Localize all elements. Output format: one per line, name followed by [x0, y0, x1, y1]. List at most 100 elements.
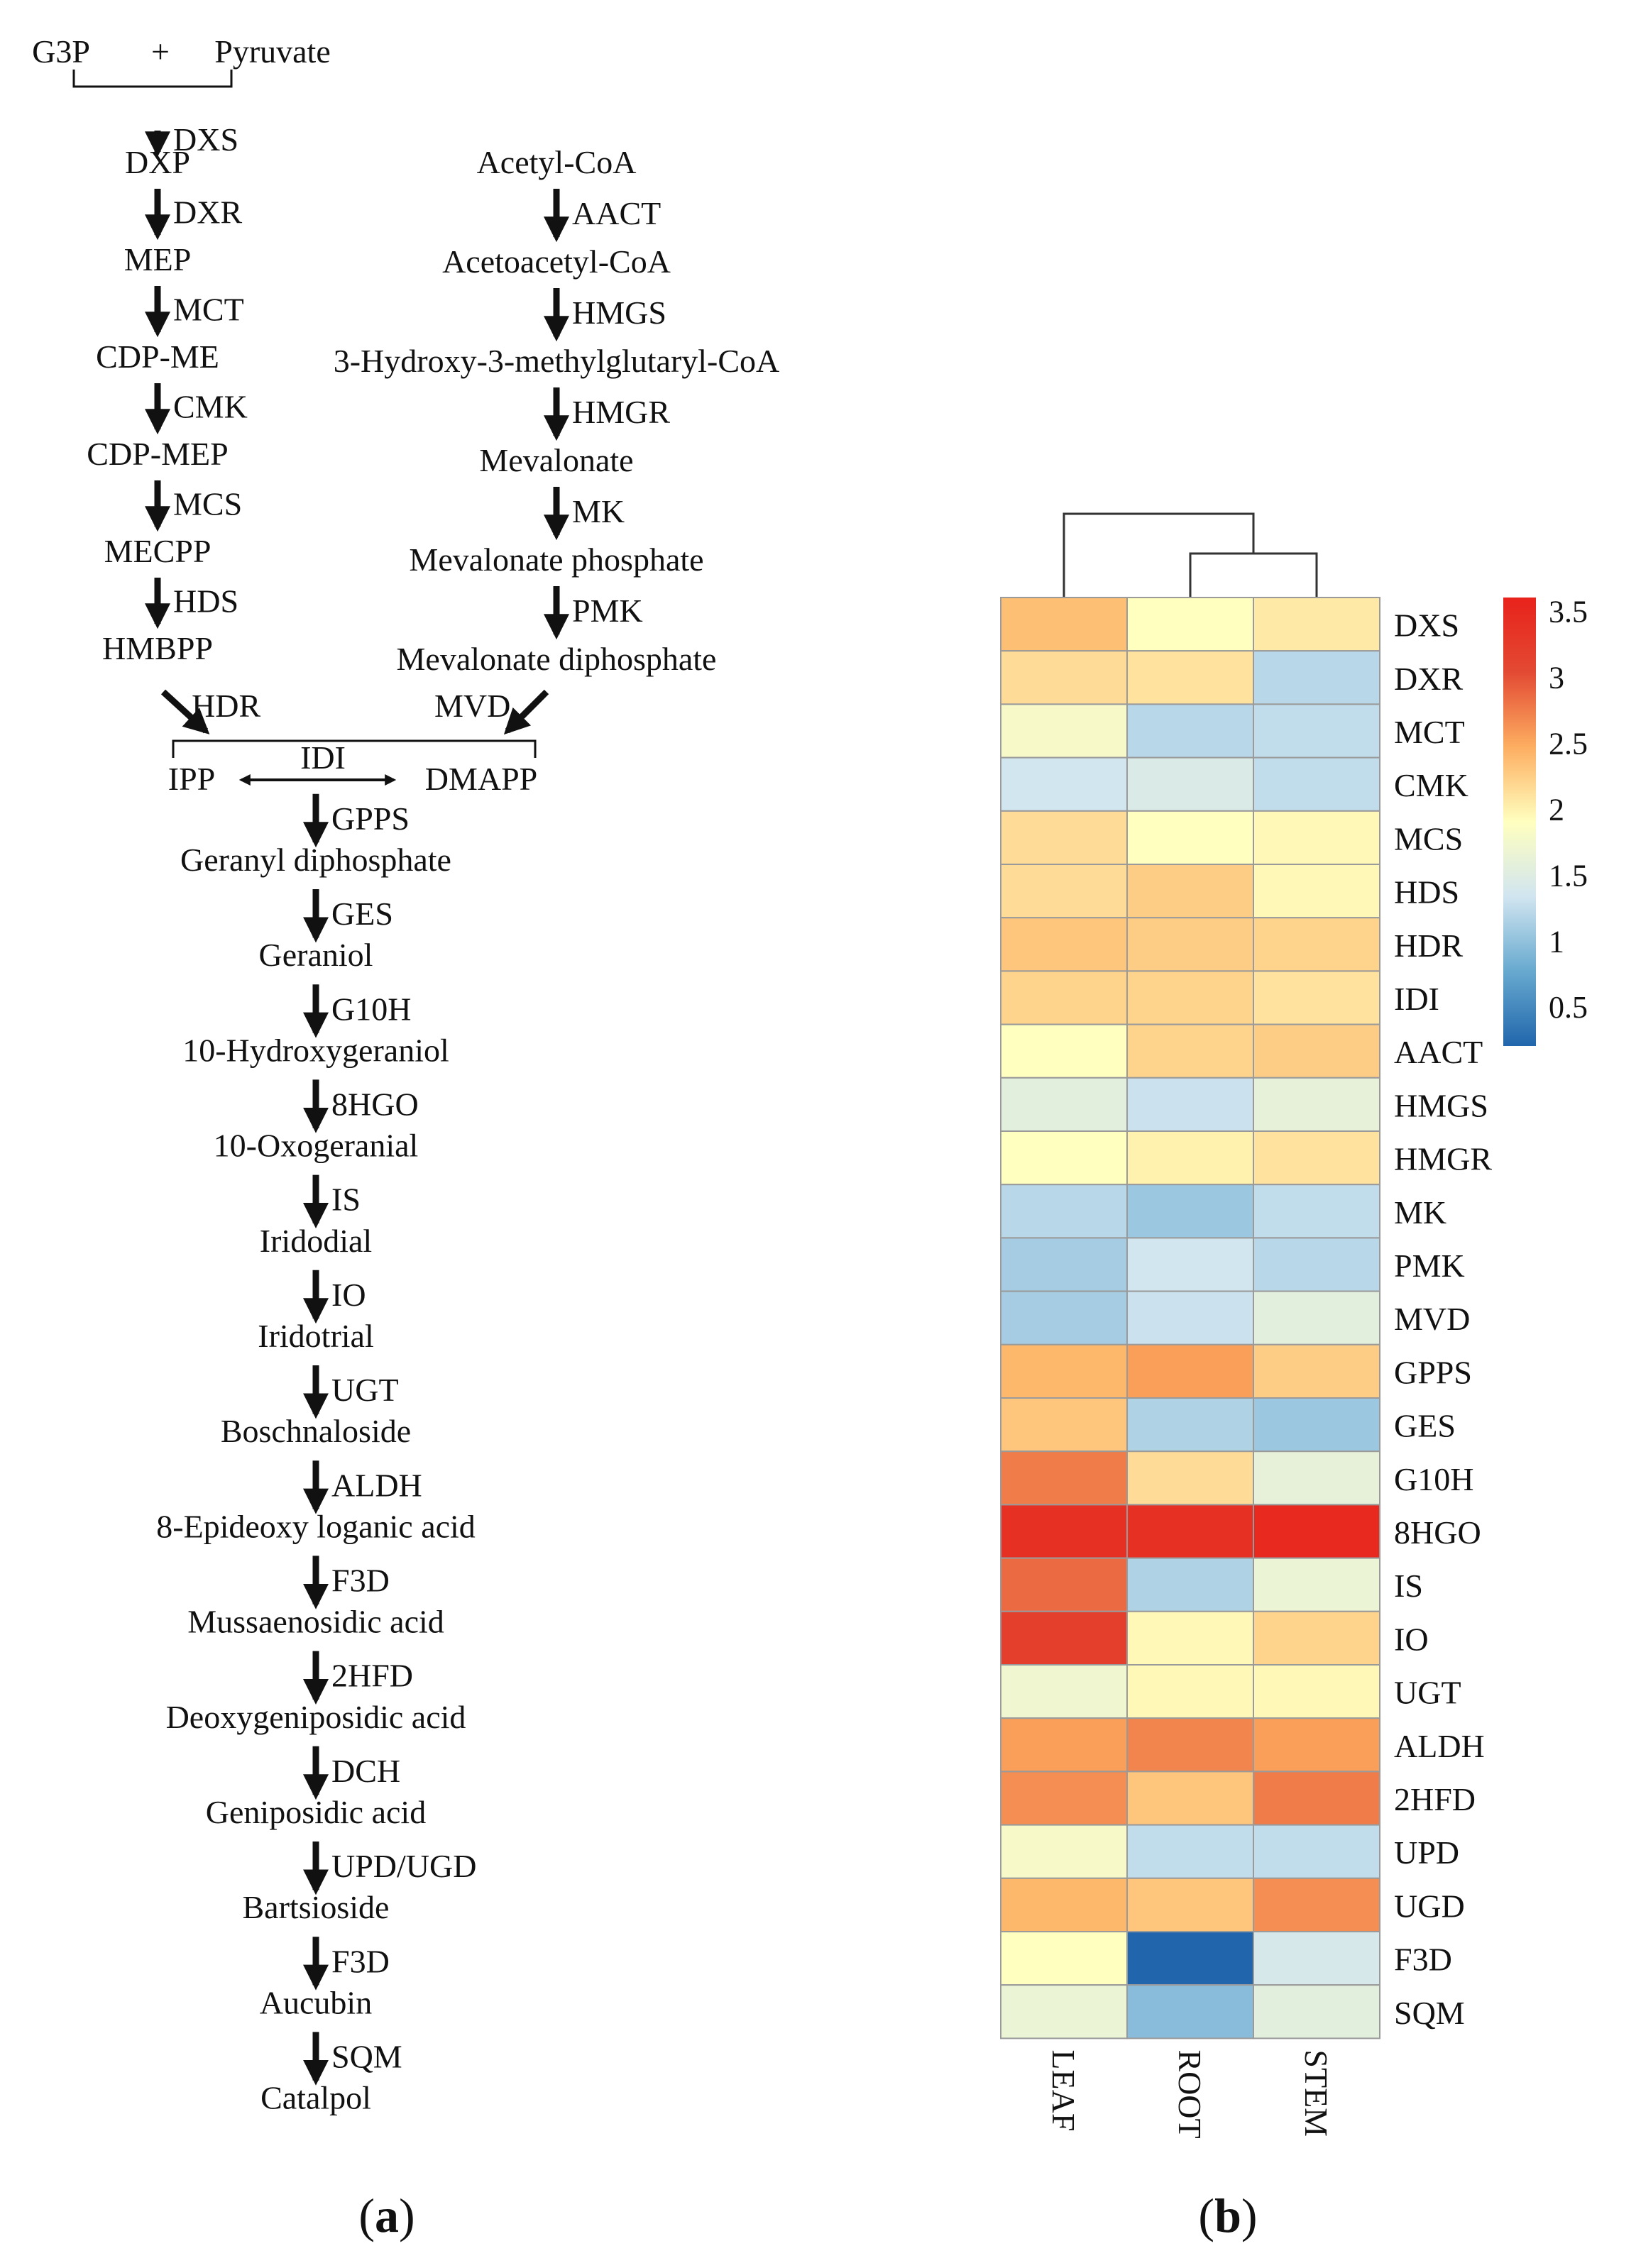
heatmap-cell-hmgr-root: [1126, 1130, 1254, 1186]
mvd-arrow: [503, 689, 549, 735]
heatmap-column-labels: LEAF ROOT STEM: [1045, 2049, 1334, 2138]
heatmap-cell-mct-root: [1126, 703, 1254, 759]
enzyme-aldh: ALDH: [331, 1467, 422, 1503]
plus-sign: +: [151, 33, 170, 70]
metabolite-dmapp: DMAPP: [425, 761, 538, 797]
heatmap-cell-is-stem: [1253, 1557, 1380, 1612]
metabolite-mevalonate-diphosphate: Mevalonate diphosphate: [397, 641, 717, 677]
metabolite-boschnaloside: Boschnaloside: [221, 1413, 411, 1449]
enzyme-cmk: CMK: [173, 389, 248, 425]
enzyme-8hgo: 8HGO: [331, 1086, 419, 1123]
heatmap-cell-gpps-leaf: [1000, 1343, 1128, 1399]
metabolite-cdp-me: CDP-ME: [96, 338, 219, 375]
row-label-ges: GES: [1394, 1408, 1456, 1444]
substrate-pyruvate: Pyruvate: [214, 33, 331, 70]
heatmap-cell-idi-leaf: [1000, 970, 1128, 1025]
heatmap-cell-ges-leaf: [1000, 1397, 1128, 1453]
enzyme-dxs: DXS: [173, 121, 238, 158]
heatmap-cell-ges-root: [1126, 1397, 1254, 1453]
metabolite-acetyl-coa: Acetyl-CoA: [477, 144, 637, 180]
heatmap-cell-is-leaf: [1000, 1557, 1128, 1612]
heatmap-cell-ugd-leaf: [1000, 1877, 1128, 1933]
heatmap-cell-2hfd-stem: [1253, 1771, 1380, 1826]
colorbar: 3.5 3 2.5 2 1.5 1 0.5: [1503, 595, 1588, 1046]
heatmap-cell-hmgs-root: [1126, 1077, 1254, 1133]
colorbar-tick-1: 1: [1549, 924, 1564, 959]
heatmap-cell-ugt-leaf: [1000, 1664, 1128, 1719]
row-label-mvd: MVD: [1394, 1301, 1470, 1337]
column-label-leaf: LEAF: [1045, 2049, 1082, 2131]
enzyme-f3d: F3D: [331, 1943, 390, 1979]
row-label-2hfd: 2HFD: [1394, 1781, 1476, 1817]
row-label-aact: AACT: [1394, 1034, 1483, 1070]
iridoid-branch: GPPS Geranyl diphosphate GES Geraniol G10H 10…: [156, 793, 476, 2116]
heatmap-cell-f3d-root: [1126, 1931, 1254, 1986]
row-label-hdr: HDR: [1394, 927, 1463, 964]
enzyme-f3d: F3D: [331, 1563, 390, 1599]
heatmap-cell-mk-root: [1126, 1184, 1254, 1239]
heatmap-cell-hdr-stem: [1253, 917, 1380, 972]
row-label-g10h: G10H: [1394, 1461, 1473, 1497]
heatmap-cell-dxr-stem: [1253, 650, 1380, 705]
heatmap-cell-aldh-stem: [1253, 1717, 1380, 1773]
heatmap-cell-2hfd-leaf: [1000, 1771, 1128, 1826]
metabolite-mevalonate-phosphate: Mevalonate phosphate: [409, 541, 703, 578]
metabolite-mecpp: MECPP: [104, 533, 212, 569]
colorbar-tick-3: 3: [1549, 661, 1564, 695]
row-label-aldh: ALDH: [1394, 1728, 1485, 1764]
metabolite-10-oxogeranial: 10-Oxogeranial: [214, 1128, 419, 1164]
enzyme-sqm: SQM: [331, 2039, 402, 2075]
heatmap-cell-pmk-root: [1126, 1237, 1254, 1292]
column-dendrogram: [1063, 512, 1318, 598]
enzyme-is: IS: [331, 1182, 361, 1218]
colorbar-tick-3-5: 3.5: [1549, 595, 1588, 629]
heatmap-cell-dxs-root: [1126, 597, 1254, 652]
metabolite-catalpol: Catalpol: [260, 2080, 371, 2116]
metabolite-8-epideoxy-loganic-acid: 8-Epideoxy loganic acid: [156, 1508, 476, 1544]
heatmap-cell-ugt-stem: [1253, 1664, 1380, 1719]
heatmap-cell-pmk-stem: [1253, 1237, 1380, 1292]
heatmap-cell-hmgs-leaf: [1000, 1077, 1128, 1133]
metabolite-iridotrial: Iridotrial: [258, 1318, 374, 1354]
heatmap-cell-idi-stem: [1253, 970, 1380, 1025]
metabolite-geranyl-diphosphate: Geranyl diphosphate: [180, 842, 451, 878]
heatmap-cell-aldh-leaf: [1000, 1717, 1128, 1773]
heatmap-cell-sqm-stem: [1253, 1984, 1380, 2039]
row-label-pmk: PMK: [1394, 1248, 1465, 1284]
enzyme-dch: DCH: [331, 1753, 400, 1789]
heatmap-cell-f3d-stem: [1253, 1931, 1380, 1986]
dendrogram-branch-leaf: [1063, 512, 1255, 598]
enzyme-pmk: PMK: [572, 593, 643, 629]
enzyme-g10h: G10H: [331, 991, 411, 1027]
enzyme-mvd: MVD: [434, 688, 510, 724]
heatmap-cell-8hgo-root: [1126, 1504, 1254, 1559]
heatmap-cell-g10h-root: [1126, 1450, 1254, 1506]
heatmap-cell-aldh-root: [1126, 1717, 1254, 1773]
panel-label-b: (b): [1198, 2189, 1257, 2242]
heatmap-cell-mk-leaf: [1000, 1184, 1128, 1239]
heatmap-cell-upd-stem: [1253, 1824, 1380, 1879]
enzyme-2hfd: 2HFD: [331, 1658, 413, 1694]
metabolite-cdp-mep: CDP-MEP: [87, 436, 228, 472]
metabolite-hmbpp: HMBPP: [102, 630, 213, 666]
heatmap-cell-dxr-leaf: [1000, 650, 1128, 705]
row-label-f3d: F3D: [1394, 1942, 1452, 1978]
heatmap-cell-mvd-leaf: [1000, 1290, 1128, 1345]
merge-bracket: [172, 739, 537, 758]
heatmap-cell-mk-stem: [1253, 1184, 1380, 1239]
metabolite-aucubin: Aucubin: [260, 1984, 372, 2020]
row-label-ugd: UGD: [1394, 1888, 1465, 1924]
heatmap-cell-aact-leaf: [1000, 1023, 1128, 1079]
row-label-idi: IDI: [1394, 981, 1439, 1017]
colorbar-tick-2-5: 2.5: [1549, 726, 1588, 761]
heatmap-cell-hds-root: [1126, 864, 1254, 919]
metabolite-dxp: DXP: [125, 144, 190, 180]
enzyme-hds: HDS: [173, 583, 238, 620]
heatmap-cell-aact-stem: [1253, 1023, 1380, 1079]
column-label-root: ROOT: [1172, 2049, 1208, 2138]
heatmap-cell-g10h-stem: [1253, 1450, 1380, 1506]
metabolite-acetoacetyl-coa: Acetoacetyl-CoA: [442, 243, 671, 280]
row-label-cmk: CMK: [1394, 767, 1468, 803]
heatmap-cell-ugd-root: [1126, 1877, 1254, 1933]
